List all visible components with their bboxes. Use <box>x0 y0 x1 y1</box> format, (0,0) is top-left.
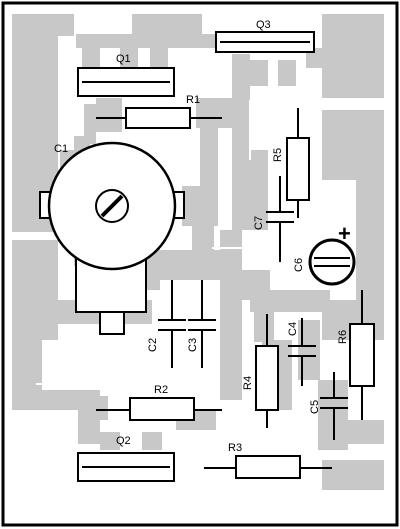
r1-label: R1 <box>186 94 200 106</box>
q2-transistor <box>77 452 175 482</box>
r5-label: R5 <box>272 148 284 162</box>
c4-capacitor <box>288 318 316 386</box>
r4-resistor <box>255 314 279 428</box>
r3-label: R3 <box>228 442 242 454</box>
r2-resistor <box>96 397 222 421</box>
r1-resistor <box>96 107 222 129</box>
c5-label: C5 <box>309 400 321 414</box>
r6-resistor <box>349 290 375 420</box>
c7-capacitor <box>266 176 294 262</box>
c2-capacitor <box>158 280 186 368</box>
trace-gaps <box>36 48 260 385</box>
copper-layer <box>12 14 384 490</box>
c6-electrolytic-capacitor: + <box>308 221 356 286</box>
c7-label: C7 <box>253 216 265 230</box>
r6-label: R6 <box>337 330 349 344</box>
r5-resistor <box>286 108 310 218</box>
c6-label: C6 <box>293 258 305 272</box>
c4-label: C4 <box>287 322 299 336</box>
q3-transistor <box>215 31 315 53</box>
c6-polarity-mark: + <box>338 221 351 246</box>
c3-label: C3 <box>187 338 199 352</box>
q2-label: Q2 <box>116 435 131 447</box>
c5-capacitor <box>320 372 348 440</box>
c3-capacitor <box>188 280 216 368</box>
r4-label: R4 <box>242 376 254 390</box>
c1-label: C1 <box>54 143 68 155</box>
q1-label: Q1 <box>116 53 131 65</box>
c1-variable-capacitor <box>39 141 185 335</box>
c2-label: C2 <box>147 338 159 352</box>
r3-resistor <box>204 455 332 479</box>
q1-transistor <box>77 67 175 97</box>
r2-label: R2 <box>154 384 168 396</box>
q3-label: Q3 <box>256 19 271 31</box>
